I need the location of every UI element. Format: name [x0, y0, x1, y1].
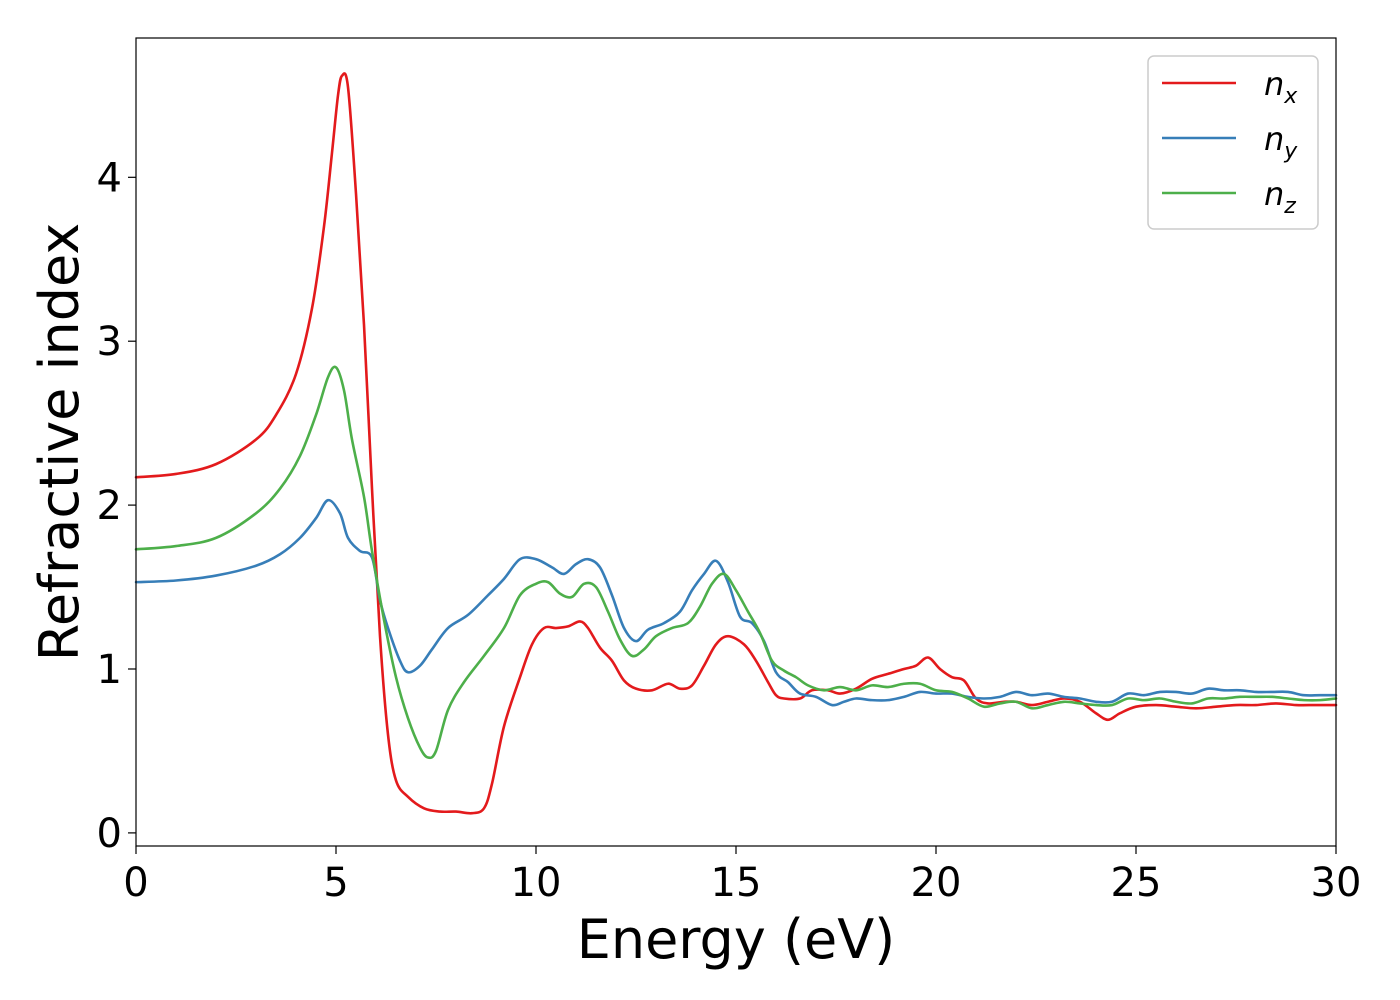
series-line-x — [134, 72, 1338, 815]
y-tick-label: 3 — [97, 319, 122, 365]
x-axis: 0 5 10 15 20 25 30 — [123, 846, 1361, 906]
x-tick-label: 20 — [911, 860, 962, 906]
legend-label-z: nz — [1264, 175, 1296, 219]
x-tick-label: 0 — [123, 860, 148, 906]
y-axis-title: Refractive index — [28, 223, 91, 662]
y-axis: 0 1 2 3 4 — [97, 155, 136, 857]
x-tick-label: 10 — [511, 860, 562, 906]
x-tick-label: 15 — [711, 860, 762, 906]
x-tick-label: 5 — [323, 860, 348, 906]
plot-background — [136, 38, 1336, 846]
series-line-y — [134, 498, 1338, 707]
x-tick-label: 25 — [1111, 860, 1162, 906]
y-tick-label: 4 — [97, 155, 122, 201]
series-layer — [134, 72, 1338, 815]
x-tick-label: 30 — [1311, 860, 1362, 906]
x-axis-title: Energy (eV) — [577, 908, 896, 971]
y-tick-label: 0 — [97, 811, 122, 857]
legend-box — [1147, 55, 1319, 230]
series-line-z — [134, 365, 1338, 760]
y-tick-label: 1 — [97, 647, 122, 693]
legend-label-x: nx — [1264, 65, 1298, 109]
legend: nx ny nz — [1147, 55, 1319, 230]
legend-label-y: ny — [1264, 120, 1298, 164]
y-tick-label: 2 — [97, 483, 122, 529]
